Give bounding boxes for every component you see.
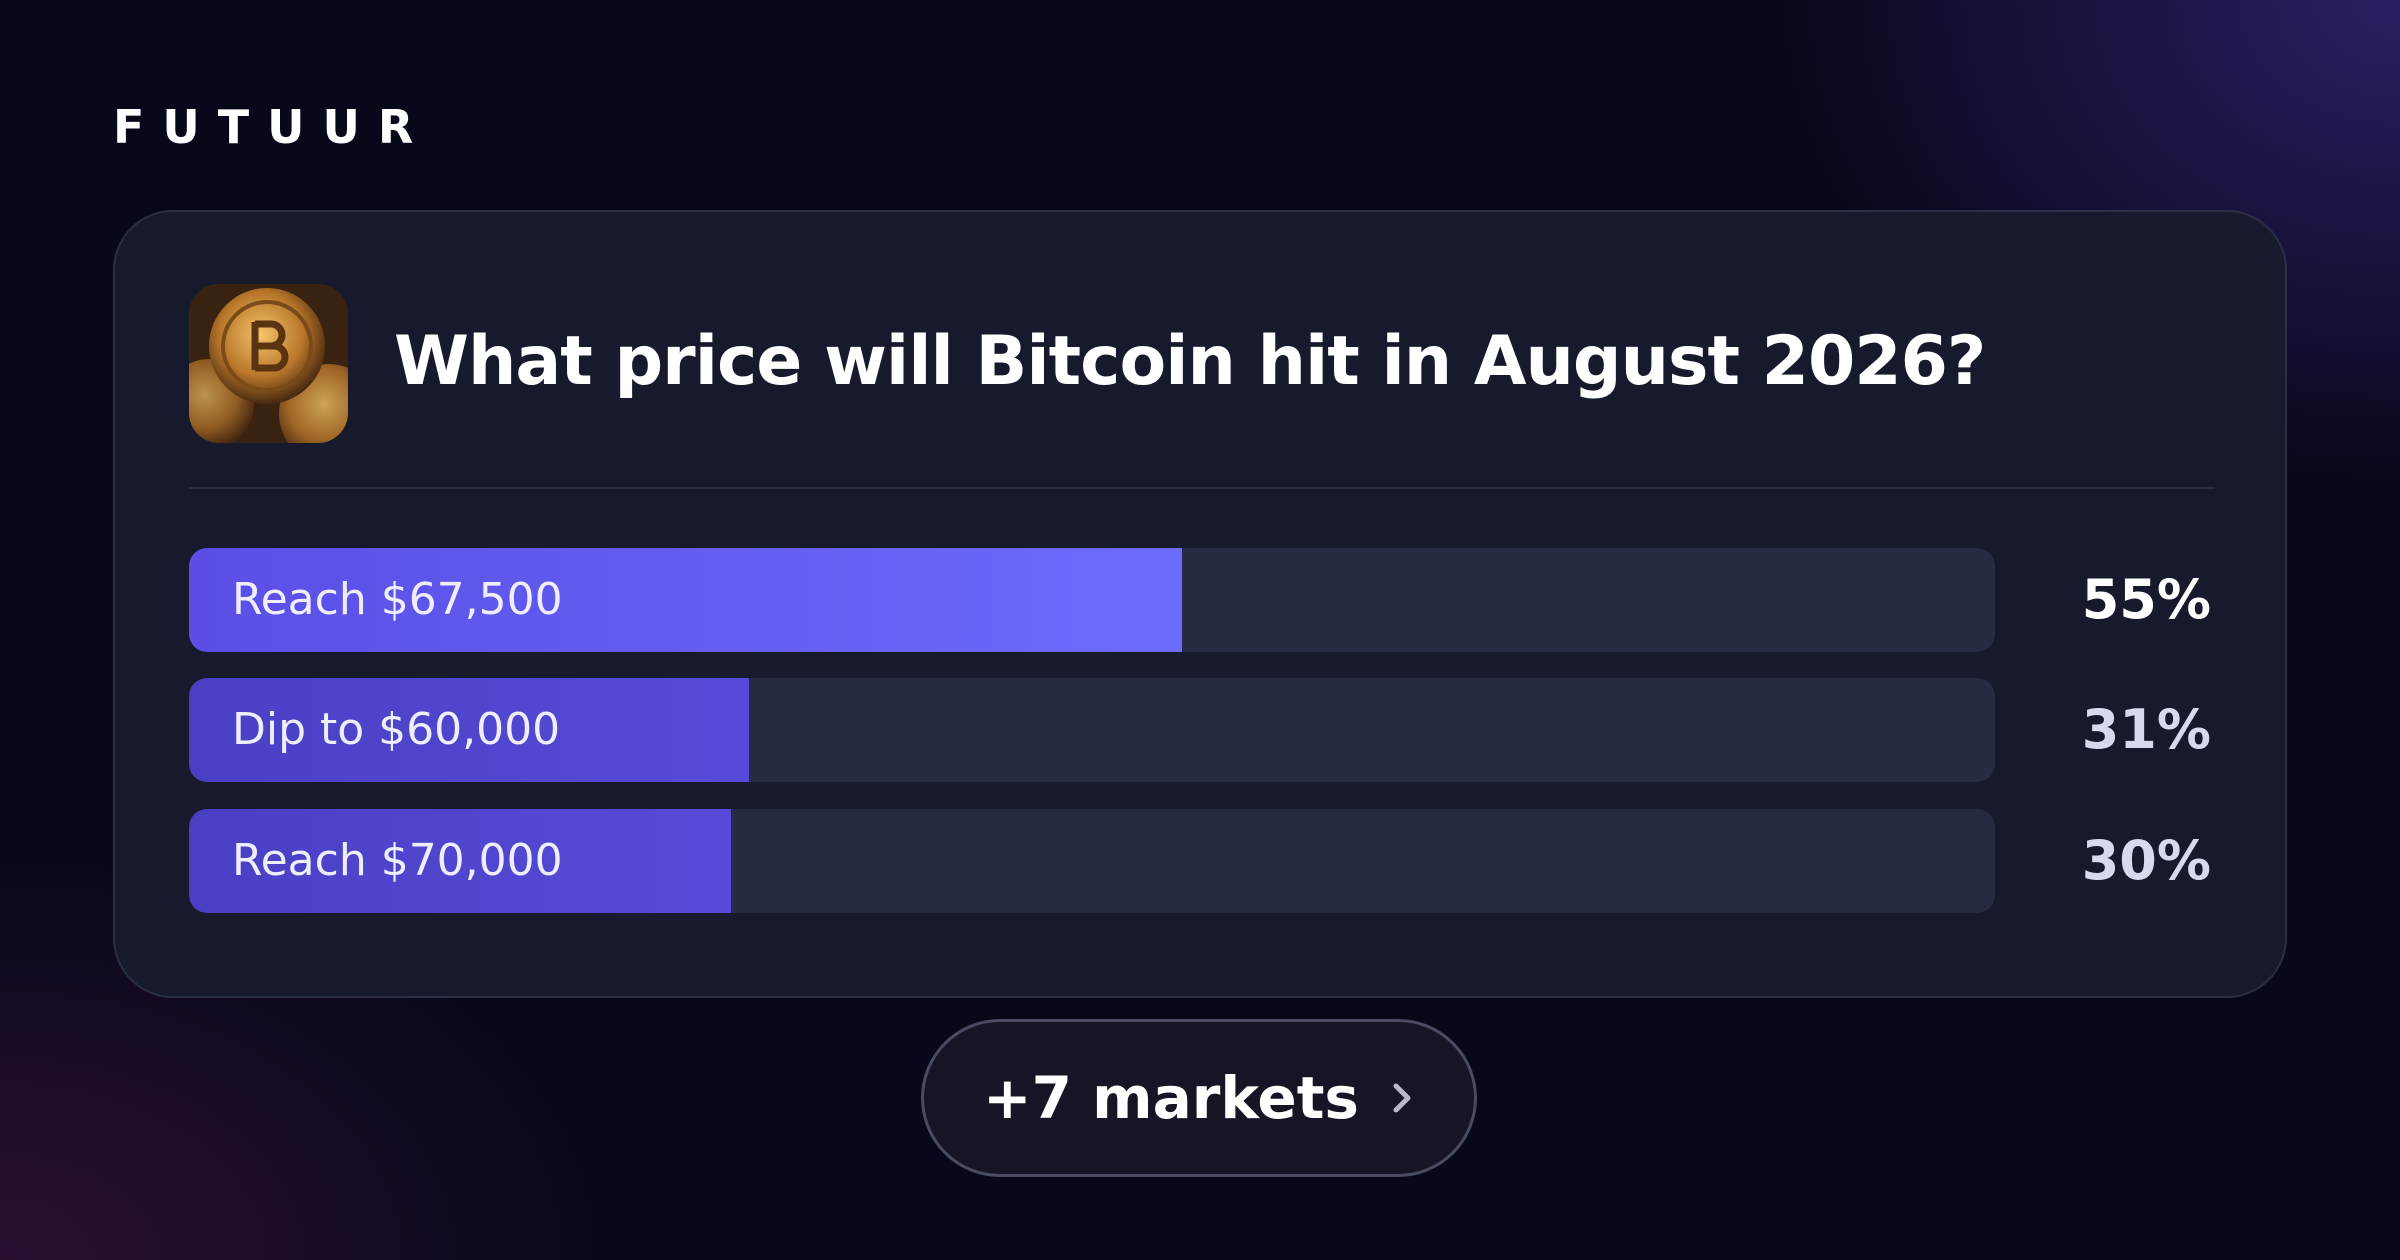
outcome-label: Reach $70,000 bbox=[232, 835, 563, 886]
market-card: What price will Bitcoin hit in August 20… bbox=[113, 210, 2287, 998]
outcome-percent: 31% bbox=[2081, 698, 2211, 761]
outcome-bar bbox=[189, 548, 1183, 652]
outcome-bar bbox=[189, 809, 731, 913]
outcome-percent: 55% bbox=[2081, 568, 2211, 631]
outcome-percent: 30% bbox=[2081, 829, 2211, 892]
outcome-label: Reach $67,500 bbox=[232, 574, 563, 625]
outcome-track: Reach $70,000 bbox=[189, 809, 1995, 913]
market-title: What price will Bitcoin hit in August 20… bbox=[394, 322, 1986, 401]
outcome-bar bbox=[189, 678, 749, 782]
button-label: +7 markets bbox=[983, 1064, 1359, 1132]
market-icon bbox=[189, 284, 348, 443]
outcome-track: Dip to $60,000 bbox=[189, 678, 1995, 782]
outcome-track: Reach $67,500 bbox=[189, 548, 1995, 652]
chevron-icon bbox=[1393, 1083, 1411, 1113]
more-markets-button[interactable]: +7 markets bbox=[921, 1019, 1477, 1177]
divider bbox=[189, 487, 2215, 489]
outcome-label: Dip to $60,000 bbox=[232, 704, 561, 755]
brand-logo: FUTUUR bbox=[113, 100, 432, 154]
